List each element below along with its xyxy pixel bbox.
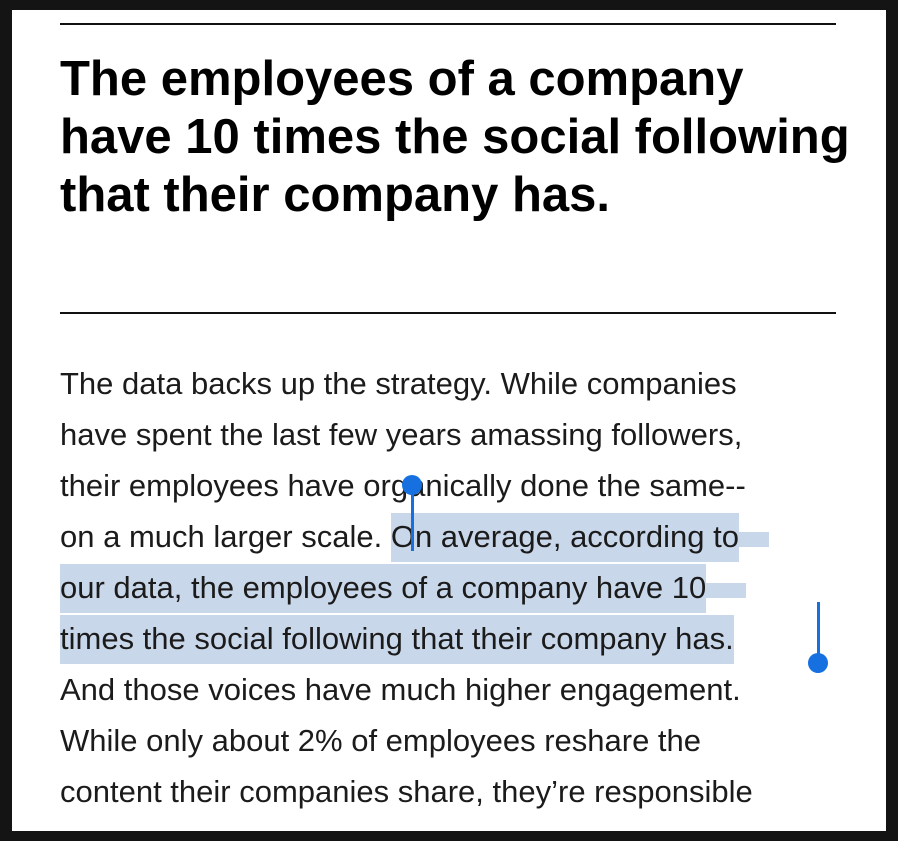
article-headline: The employees of a company have 10 times… <box>60 52 850 222</box>
bottom-divider <box>60 312 836 314</box>
paragraph-line: The data backs up the strategy. While co… <box>60 366 737 401</box>
handle-knob-icon[interactable] <box>808 653 828 673</box>
selected-text[interactable]: times the social following that their co… <box>60 615 734 664</box>
paragraph-line: And those voices have much higher engage… <box>60 672 741 707</box>
paragraph-line: our data, the employees of a company hav… <box>60 562 860 613</box>
handle-bar <box>411 491 414 551</box>
paragraph-line: times the social following that their co… <box>60 613 860 664</box>
paragraph-line: have spent the last few years amassing f… <box>60 417 743 452</box>
paragraph-line: on a much larger scale. On average, acco… <box>60 511 860 562</box>
handle-knob-icon[interactable] <box>402 475 422 495</box>
article-paragraph[interactable]: The data backs up the strategy. While co… <box>60 358 860 831</box>
article-page: The employees of a company have 10 times… <box>12 10 886 831</box>
paragraph-line-partial: for 20% of the overall engagement (views… <box>60 817 860 831</box>
top-divider <box>60 23 836 25</box>
paragraph-line: While only about 2% of employees reshare… <box>60 723 702 758</box>
selected-text[interactable]: our data, the employees of a company hav… <box>60 564 707 613</box>
paragraph-line: their employees have organically done th… <box>60 468 746 503</box>
selection-fill <box>706 583 747 598</box>
selected-text[interactable]: On average, according to <box>390 513 739 562</box>
handle-bar <box>817 602 820 656</box>
selection-fill <box>738 532 769 547</box>
paragraph-line: content their companies share, they’re r… <box>60 774 753 809</box>
paragraph-text: on a much larger scale. <box>60 519 383 554</box>
